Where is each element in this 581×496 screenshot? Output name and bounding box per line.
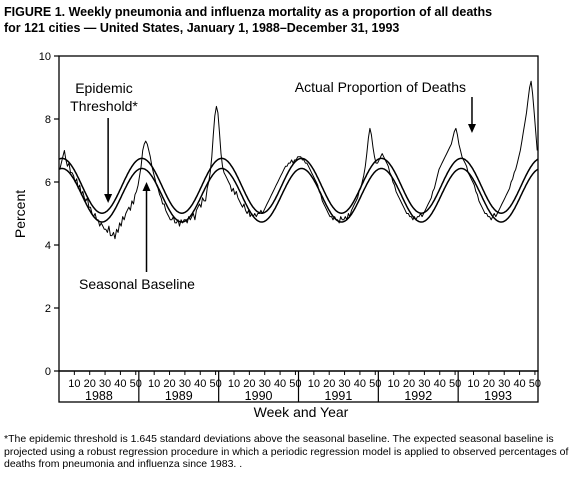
week-tick-label: 10 bbox=[467, 378, 479, 390]
week-tick-label: 20 bbox=[163, 378, 175, 390]
annotation-arrowhead bbox=[142, 182, 151, 191]
week-tick-label: 10 bbox=[308, 378, 320, 390]
week-tick-label: 30 bbox=[498, 378, 510, 390]
week-tick-label: 50 bbox=[369, 378, 381, 390]
week-tick-label: 40 bbox=[513, 378, 525, 390]
y-tick-label: 6 bbox=[45, 177, 51, 189]
year-label: 1990 bbox=[245, 389, 273, 403]
actual-line bbox=[59, 80, 538, 240]
week-tick-label: 50 bbox=[529, 378, 541, 390]
week-tick-label: 40 bbox=[114, 378, 126, 390]
week-tick-label: 50 bbox=[289, 378, 301, 390]
y-tick-label: 8 bbox=[45, 114, 51, 126]
week-tick-label: 40 bbox=[434, 378, 446, 390]
week-tick-label: 30 bbox=[179, 378, 191, 390]
epidemic-threshold-label-line-2: Threshold* bbox=[70, 98, 138, 114]
week-tick-label: 20 bbox=[483, 378, 495, 390]
week-tick-label: 10 bbox=[148, 378, 160, 390]
week-tick-label: 50 bbox=[209, 378, 221, 390]
baseline-line bbox=[58, 167, 539, 223]
week-tick-label: 10 bbox=[68, 378, 80, 390]
x-axis-label: Week and Year bbox=[254, 404, 349, 420]
y-tick-label: 4 bbox=[45, 240, 51, 252]
y-tick-label: 2 bbox=[45, 303, 51, 315]
threshold-line bbox=[58, 157, 539, 214]
week-tick-label: 30 bbox=[259, 378, 271, 390]
figure-title-line-2: for 121 cities — United States, January … bbox=[4, 21, 400, 35]
annotation-arrowhead bbox=[467, 124, 476, 133]
week-tick-label: 20 bbox=[84, 378, 96, 390]
week-tick-label: 30 bbox=[418, 378, 430, 390]
footnote: *The epidemic threshold is 1.645 standar… bbox=[4, 433, 569, 470]
week-tick-label: 50 bbox=[130, 378, 142, 390]
figure-title-line-1: FIGURE 1. Weekly pneumonia and influenza… bbox=[4, 5, 493, 19]
week-tick-label: 20 bbox=[403, 378, 415, 390]
y-axis-label: Percent bbox=[12, 190, 28, 238]
y-tick-label: 0 bbox=[45, 366, 51, 378]
week-tick-label: 20 bbox=[243, 378, 255, 390]
week-tick-label: 30 bbox=[99, 378, 111, 390]
annotation-arrowhead bbox=[104, 194, 113, 203]
week-tick-label: 10 bbox=[388, 378, 400, 390]
week-tick-label: 10 bbox=[228, 378, 240, 390]
year-label: 1992 bbox=[404, 389, 432, 403]
year-label: 1993 bbox=[484, 389, 512, 403]
week-tick-label: 50 bbox=[449, 378, 461, 390]
figure-title: FIGURE 1. Weekly pneumonia and influenza… bbox=[4, 4, 564, 36]
series-layer bbox=[58, 80, 539, 240]
actual-proportion-label: Actual Proportion of Deaths bbox=[295, 79, 466, 95]
year-label: 1991 bbox=[325, 389, 353, 403]
y-axis: 0 2 4 6 8 10 bbox=[39, 51, 59, 378]
epidemic-threshold-label-line-1: Epidemic bbox=[75, 80, 133, 96]
y-tick-label: 10 bbox=[39, 51, 51, 63]
year-label: 1988 bbox=[85, 389, 113, 403]
week-tick-label: 40 bbox=[274, 378, 286, 390]
week-tick-label: 40 bbox=[194, 378, 206, 390]
week-tick-label: 20 bbox=[323, 378, 335, 390]
year-label: 1989 bbox=[165, 389, 193, 403]
annotation-layer: Epidemic Threshold* Actual Proportion of D… bbox=[70, 79, 476, 292]
week-tick-label: 30 bbox=[338, 378, 350, 390]
week-tick-label: 40 bbox=[354, 378, 366, 390]
seasonal-baseline-label: Seasonal Baseline bbox=[79, 276, 195, 292]
